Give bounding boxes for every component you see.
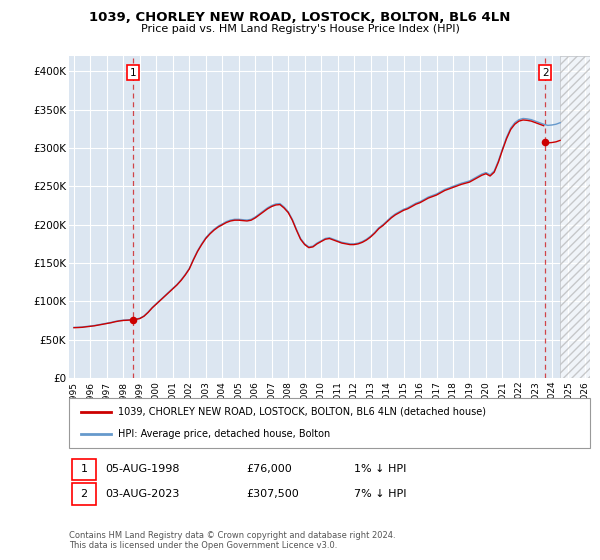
Text: £76,000: £76,000 [246,464,292,474]
Text: 1039, CHORLEY NEW ROAD, LOSTOCK, BOLTON, BL6 4LN (detached house): 1039, CHORLEY NEW ROAD, LOSTOCK, BOLTON,… [118,407,486,417]
Text: Price paid vs. HM Land Registry's House Price Index (HPI): Price paid vs. HM Land Registry's House … [140,24,460,34]
Text: Contains HM Land Registry data © Crown copyright and database right 2024.
This d: Contains HM Land Registry data © Crown c… [69,530,395,550]
Text: 7% ↓ HPI: 7% ↓ HPI [354,489,407,499]
Text: 05-AUG-1998: 05-AUG-1998 [105,464,179,474]
Text: 1039, CHORLEY NEW ROAD, LOSTOCK, BOLTON, BL6 4LN: 1039, CHORLEY NEW ROAD, LOSTOCK, BOLTON,… [89,11,511,24]
Text: 1: 1 [130,68,137,78]
Text: 03-AUG-2023: 03-AUG-2023 [105,489,179,499]
Bar [560,56,593,378]
Text: 1: 1 [80,464,88,474]
Text: HPI: Average price, detached house, Bolton: HPI: Average price, detached house, Bolt… [118,429,331,439]
Bar [560,56,593,378]
Point [541,138,550,147]
Text: 2: 2 [80,489,88,499]
Point [128,315,138,324]
Text: 1% ↓ HPI: 1% ↓ HPI [354,464,406,474]
Text: £307,500: £307,500 [246,489,299,499]
Text: 2: 2 [542,68,548,78]
